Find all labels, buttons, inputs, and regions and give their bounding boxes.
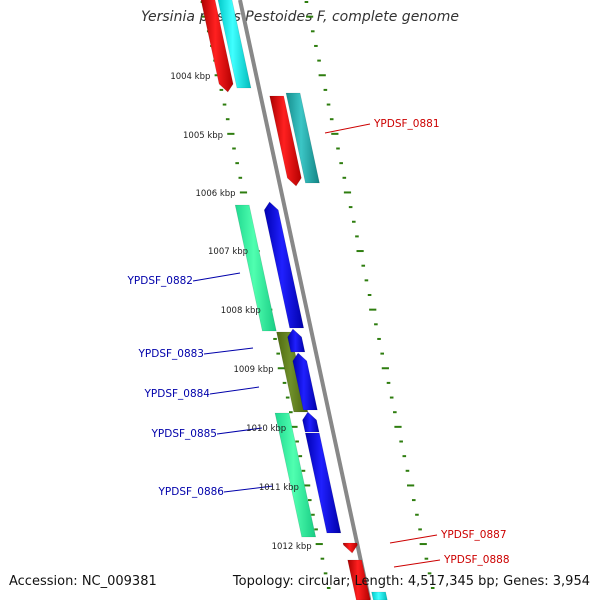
gene-leader-line (393, 559, 441, 568)
scale-tick-label: 1006 kbp (196, 189, 236, 199)
gene-feature-forward (234, 204, 277, 332)
gene-feature-forward (292, 352, 318, 411)
gene-label: YPDSF_0885 (150, 428, 217, 440)
accession-text: Accession: NC_009381 (9, 574, 157, 589)
gene-feature-forward (274, 412, 317, 538)
gene-leader-line (324, 123, 371, 134)
gene-label: YPDSF_0886 (157, 486, 224, 498)
map-title: Yersinia pestis Pestoides F, complete ge… (141, 9, 459, 25)
gene-label: YPDSF_0883 (137, 348, 204, 360)
gene-leader-line (223, 485, 274, 493)
scale-tick-label: 1007 kbp (208, 247, 248, 257)
gene-leader-line (209, 386, 260, 395)
gene-label: YPDSF_0887 (440, 529, 507, 541)
gene-feature-forward (302, 411, 320, 433)
gene-leader-line (192, 272, 241, 282)
gene-feature-reverse (342, 542, 358, 554)
gene-feature-reverse (285, 92, 320, 184)
scale-tick-label: 1012 kbp (272, 542, 312, 552)
gene-leader-line (389, 534, 438, 544)
gene-feature-reverse (347, 559, 371, 600)
scale-tick-label: 1009 kbp (233, 365, 273, 375)
scale-tick-label: 1010 kbp (246, 424, 286, 434)
gene-leader-line (216, 427, 263, 435)
gene-feature-forward (287, 328, 306, 353)
gene-feature-reverse (269, 95, 302, 187)
gene-feature-reverse (217, 0, 252, 89)
gene-label: YPDSF_0881 (373, 118, 440, 130)
gene-label: YPDSF_0884 (143, 388, 210, 400)
scale-tick-label: 1008 kbp (221, 306, 261, 316)
gene-label: YPDSF_0882 (126, 275, 193, 287)
genome-backbone (238, 0, 372, 600)
gene-feature-forward (304, 432, 342, 534)
genome-summary-text: Topology: circular; Length: 4,517,345 bp… (232, 574, 590, 589)
gene-feature-forward (263, 201, 305, 329)
gene-label: YPDSF_0888 (443, 554, 510, 566)
scale-tick-label: 1011 kbp (259, 483, 299, 493)
gene-feature-reverse (371, 591, 388, 600)
gene-leader-line (203, 347, 254, 355)
scale-tick-label: 1005 kbp (183, 131, 223, 141)
gene-feature-reverse (200, 0, 234, 93)
scale-tick-label: 1004 kbp (170, 72, 210, 82)
